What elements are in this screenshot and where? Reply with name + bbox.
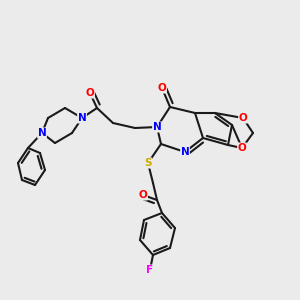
Text: O: O: [238, 143, 246, 153]
Text: N: N: [38, 128, 46, 138]
Text: O: O: [158, 83, 166, 93]
Text: N: N: [181, 147, 189, 157]
Text: O: O: [238, 113, 247, 123]
Text: O: O: [139, 190, 147, 200]
Text: F: F: [146, 265, 154, 275]
Text: O: O: [85, 88, 94, 98]
Text: S: S: [144, 158, 152, 168]
Text: N: N: [153, 122, 161, 132]
Text: N: N: [78, 113, 86, 123]
